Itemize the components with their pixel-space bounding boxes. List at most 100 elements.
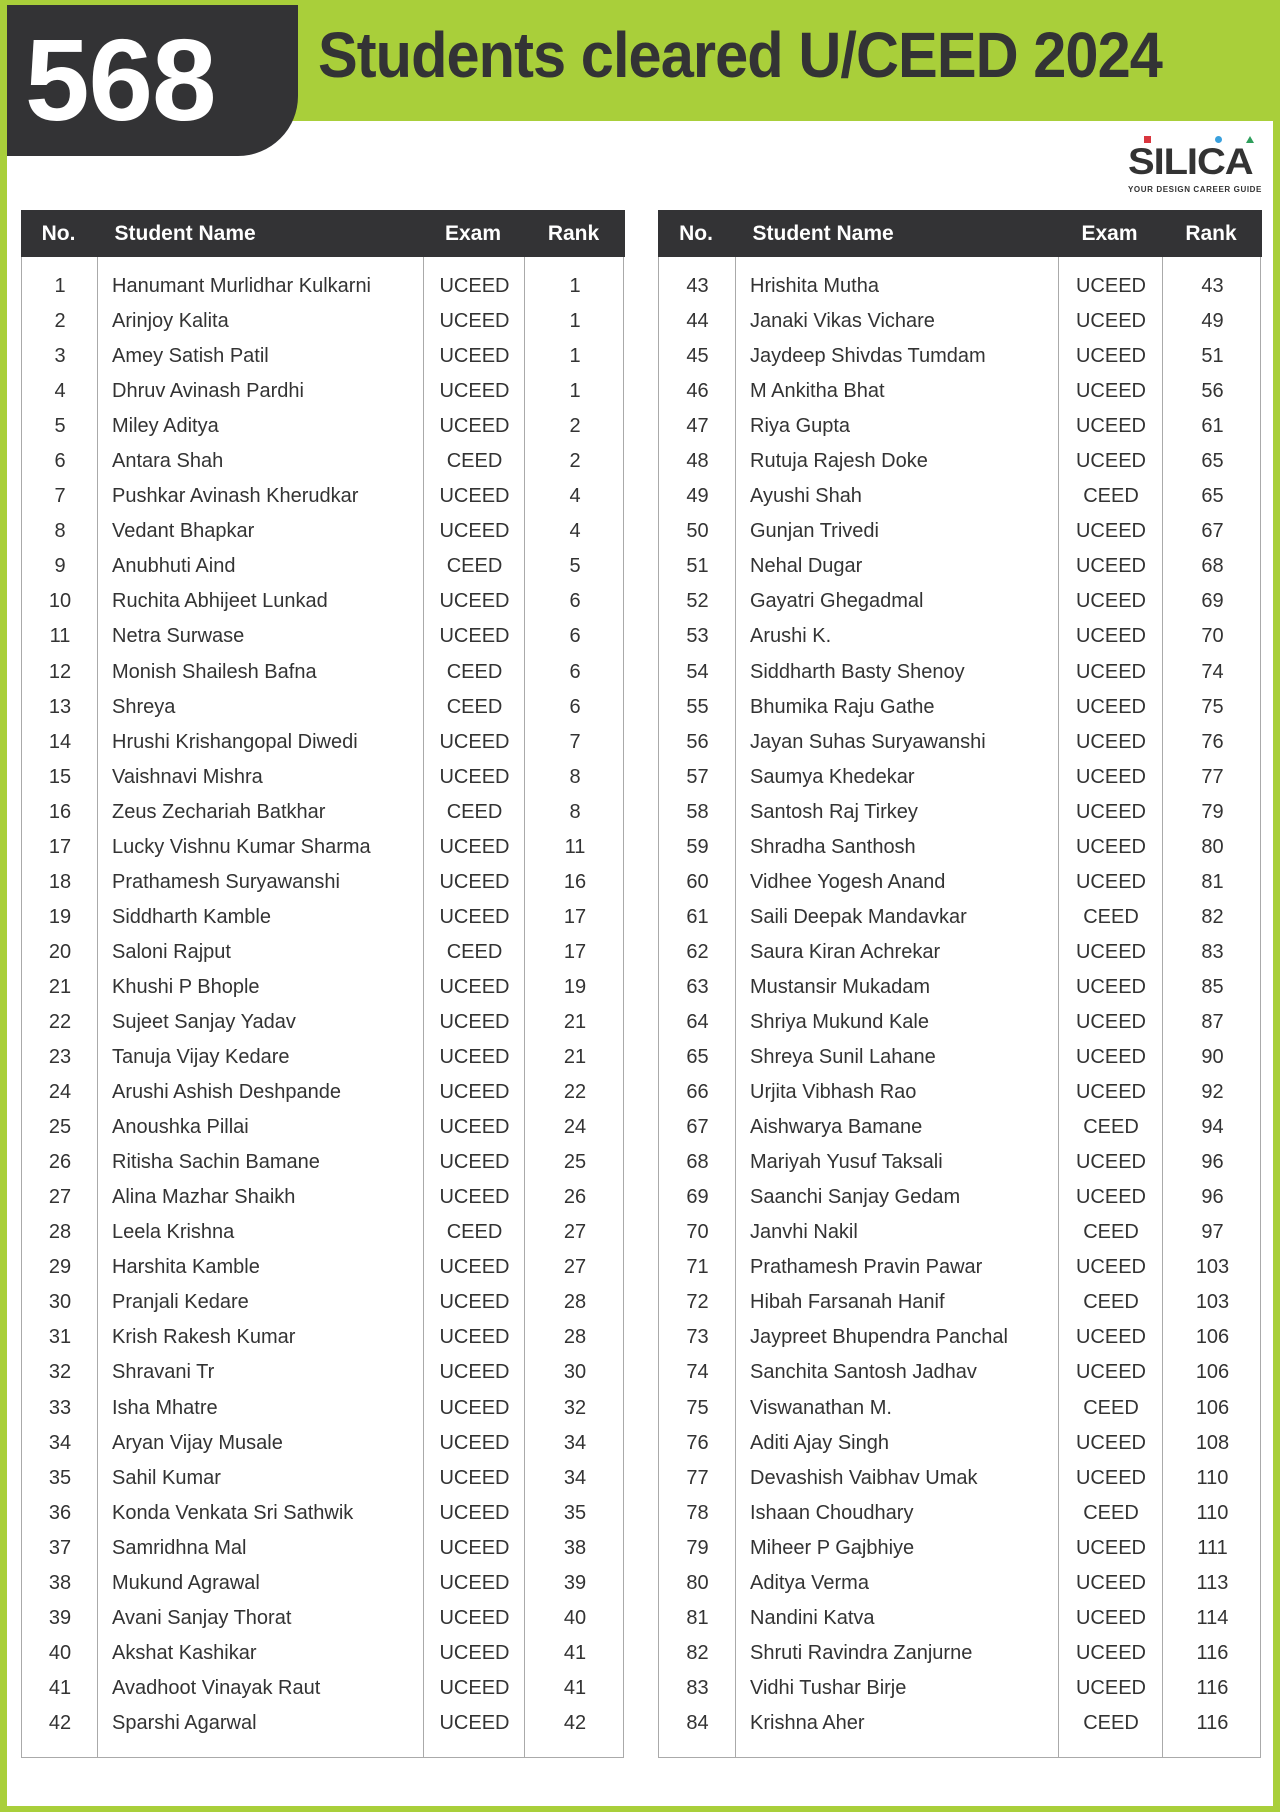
- cell-no: 23: [48, 1046, 72, 1069]
- cell-exam: UCEED: [439, 1326, 510, 1349]
- cell-no: 4: [54, 380, 66, 403]
- cell-student-name: Vaishnavi Mishra: [112, 765, 263, 788]
- cell-rank: 5: [569, 555, 581, 578]
- cell-student-name: Netra Surwase: [112, 625, 245, 648]
- cell-student-name: Hrishita Mutha: [750, 275, 879, 297]
- cell-rank: 41: [563, 1641, 587, 1664]
- cell-no: 42: [48, 1711, 72, 1734]
- table-row: 65 Shreya Sunil Lahane UCEED 90: [659, 1040, 1260, 1075]
- cell-no: 9: [54, 555, 66, 578]
- cell-exam: CEED: [1083, 905, 1139, 928]
- cell-rank: 4: [569, 520, 581, 543]
- cell-rank: 87: [1201, 1010, 1224, 1033]
- cell-no: 28: [48, 1221, 72, 1244]
- table-row: 27 Alina Mazhar Shaikh UCEED 26: [22, 1180, 623, 1215]
- cell-student-name: Pranjali Kedare: [112, 1291, 249, 1314]
- cell-no: 24: [48, 1081, 72, 1104]
- cell-exam: UCEED: [439, 765, 510, 788]
- table-row: 58 Santosh Raj Tirkey UCEED 79: [659, 795, 1260, 830]
- cell-student-name: Jayan Suhas Suryawanshi: [750, 730, 986, 753]
- cell-exam: UCEED: [1075, 590, 1146, 613]
- results-table-1: No. Student Name Exam Rank 1 Hanumant Murlidh…: [20, 209, 625, 1758]
- table-row: 11 Netra Surwase UCEED 6: [22, 619, 623, 654]
- cell-no: 21: [48, 975, 72, 998]
- silica-logo: SILICA YOUR DESIGN CAREER GUIDE: [1126, 136, 1261, 198]
- cell-student-name: Sparshi Agarwal: [112, 1711, 257, 1734]
- cell-exam: UCEED: [439, 1256, 510, 1279]
- cell-no: 62: [686, 940, 709, 963]
- table-row: 44 Janaki Vikas Vichare UCEED 49: [659, 304, 1260, 339]
- table-row: 5 Miley Aditya UCEED 2: [22, 409, 623, 444]
- cell-exam: UCEED: [439, 1010, 510, 1033]
- cell-rank: 30: [563, 1361, 587, 1384]
- table-row: 83 Vidhi Tushar Birje UCEED 116: [659, 1671, 1260, 1706]
- cell-rank: 6: [569, 660, 581, 683]
- cell-student-name: Shreya: [112, 695, 176, 718]
- cell-exam: UCEED: [439, 730, 510, 753]
- table-row: 76 Aditi Ajay Singh UCEED 108: [659, 1426, 1260, 1461]
- cell-exam: UCEED: [1075, 1606, 1146, 1629]
- cell-exam: UCEED: [439, 1151, 510, 1174]
- cell-exam: UCEED: [439, 905, 510, 928]
- cell-exam: CEED: [1083, 1711, 1139, 1734]
- cell-rank: 103: [1195, 1256, 1230, 1279]
- cell-no: 47: [686, 415, 709, 438]
- table-row: 55 Bhumika Raju Gathe UCEED 75: [659, 690, 1260, 725]
- cell-student-name: Avadhoot Vinayak Raut: [112, 1676, 321, 1699]
- table-row: 21 Khushi P Bhople UCEED 19: [22, 970, 623, 1005]
- cell-rank: 24: [563, 1116, 587, 1139]
- cell-student-name: Arushi Ashish Deshpande: [112, 1081, 342, 1104]
- table-row: 31 Krish Rakesh Kumar UCEED 28: [22, 1320, 623, 1355]
- cell-exam: UCEED: [1075, 1186, 1146, 1209]
- cell-exam: UCEED: [1075, 450, 1146, 473]
- cell-rank: 94: [1201, 1116, 1224, 1139]
- cell-rank: 19: [563, 975, 587, 998]
- cell-student-name: Lucky Vishnu Kumar Sharma: [112, 835, 371, 858]
- cell-no: 53: [686, 625, 709, 648]
- table-row: 19 Siddharth Kamble UCEED 17: [22, 900, 623, 935]
- cell-exam: UCEED: [1075, 835, 1146, 858]
- cell-rank: 6: [569, 590, 581, 613]
- table-row: 37 Samridhna Mal UCEED 38: [22, 1531, 623, 1566]
- cell-no: 33: [48, 1396, 72, 1419]
- cell-student-name: Devashish Vaibhav Umak: [750, 1466, 978, 1489]
- cell-rank: 4: [569, 485, 581, 508]
- table-row: 23 Tanuja Vijay Kedare UCEED 21: [22, 1040, 623, 1075]
- cell-student-name: Shruti Ravindra Zanjurne: [750, 1641, 973, 1664]
- cell-rank: 35: [563, 1501, 587, 1524]
- cell-student-name: Khushi P Bhople: [112, 975, 260, 998]
- cell-no: 18: [48, 870, 72, 893]
- cell-exam: UCEED: [439, 1081, 510, 1104]
- cell-exam: UCEED: [439, 1291, 510, 1314]
- cell-rank: 2: [569, 415, 581, 438]
- cell-rank: 108: [1195, 1431, 1230, 1454]
- logo-wordmark: SILICA: [1128, 141, 1254, 182]
- table-row: 78 Ishaan Choudhary CEED 110: [659, 1496, 1260, 1531]
- column-divider: [734, 257, 736, 1757]
- cell-exam: UCEED: [1075, 1431, 1146, 1454]
- table-row: 82 Shruti Ravindra Zanjurne UCEED 116: [659, 1636, 1260, 1671]
- cell-student-name: Vidhi Tushar Birje: [750, 1676, 907, 1699]
- table-row: 33 Isha Mhatre UCEED 32: [22, 1391, 623, 1426]
- cell-rank: 8: [569, 765, 581, 788]
- cell-no: 72: [686, 1291, 709, 1314]
- cell-no: 3: [54, 345, 66, 368]
- cell-student-name: Bhumika Raju Gathe: [750, 695, 935, 718]
- table-row: 43 Hrishita Mutha UCEED 43: [659, 269, 1260, 304]
- cell-no: 44: [686, 310, 709, 333]
- table-row: 35 Sahil Kumar UCEED 34: [22, 1461, 623, 1496]
- cell-rank: 92: [1201, 1081, 1224, 1104]
- cell-exam: UCEED: [439, 1536, 510, 1559]
- cell-exam: UCEED: [439, 1396, 510, 1419]
- table-row: 39 Avani Sanjay Thorat UCEED 40: [22, 1601, 623, 1636]
- cell-rank: 83: [1201, 940, 1224, 963]
- cell-student-name: Siddharth Basty Shenoy: [750, 660, 965, 683]
- cell-no: 80: [686, 1571, 709, 1594]
- cell-exam: UCEED: [1075, 380, 1146, 403]
- cell-rank: 17: [563, 940, 587, 963]
- cell-no: 38: [48, 1571, 72, 1594]
- table-row: 12 Monish Shailesh Bafna CEED 6: [22, 655, 623, 690]
- cell-student-name: Arushi K.: [750, 625, 832, 648]
- cell-rank: 1: [569, 380, 581, 403]
- cell-exam: UCEED: [1075, 275, 1146, 297]
